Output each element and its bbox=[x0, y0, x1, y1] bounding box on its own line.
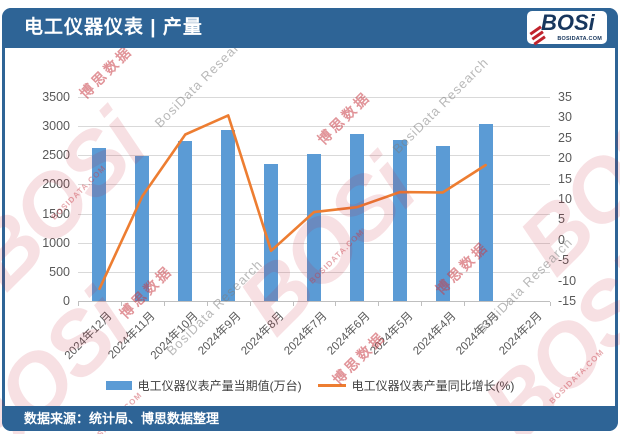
y-axis-left-label: 2500 bbox=[42, 148, 70, 163]
legend: 电工仪器仪表产量当期值(万台) 电工仪器仪表产量同比增长(%) bbox=[0, 377, 620, 394]
bar bbox=[349, 133, 364, 301]
y-axis-right-label: 10 bbox=[558, 192, 572, 206]
bar bbox=[92, 148, 107, 301]
bar bbox=[392, 140, 407, 301]
y-axis-left-label: 0 bbox=[63, 294, 70, 308]
x-axis-tick bbox=[206, 302, 208, 306]
legend-item-line: 电工仪器仪表产量同比增长(%) bbox=[317, 377, 515, 394]
y-axis-left-label: 1000 bbox=[42, 235, 70, 250]
bar bbox=[178, 141, 193, 301]
bar bbox=[435, 145, 450, 301]
y-axis-left-label: 2000 bbox=[42, 177, 70, 192]
x-axis-label: 2024年5月 bbox=[368, 310, 416, 358]
y-axis-right-label: 35 bbox=[558, 90, 572, 104]
footer-bar: 数据来源：统计局、博思数据整理 bbox=[2, 406, 618, 431]
x-axis-tick bbox=[550, 302, 551, 306]
y-axis-right-label: -10 bbox=[558, 273, 577, 288]
x-axis-tick bbox=[421, 302, 423, 306]
legend-line-swatch bbox=[317, 384, 346, 387]
x-axis-label: 2024年4月 bbox=[410, 310, 459, 358]
y-axis-right-label: 5 bbox=[558, 212, 565, 227]
trend-line-layer bbox=[98, 114, 487, 291]
bosi-logo: BOSi BOSIDATA.COM bbox=[527, 10, 607, 46]
legend-item-bar: 电工仪器仪表产量当期值(万台) bbox=[105, 377, 302, 394]
x-axis-tick bbox=[78, 302, 79, 306]
y-axis-right-label: 30 bbox=[558, 110, 572, 125]
x-axis-tick bbox=[378, 302, 380, 306]
trend-line bbox=[98, 114, 487, 291]
legend-bar-swatch bbox=[105, 381, 132, 390]
data-source-note: 数据来源：统计局、博思数据整理 bbox=[24, 411, 220, 426]
header-bar: 电工仪器仪表 | 产量 bbox=[2, 8, 618, 48]
y-axis-right-label: 20 bbox=[558, 151, 572, 166]
y-axis-right-label: -15 bbox=[558, 294, 577, 308]
gridline bbox=[78, 97, 550, 98]
legend-bar-label: 电工仪器仪表产量当期值(万台) bbox=[137, 379, 302, 393]
gridline bbox=[78, 126, 550, 128]
x-axis-tick bbox=[292, 302, 294, 306]
bar bbox=[264, 164, 279, 301]
x-axis-label: 2024年6月 bbox=[325, 310, 373, 358]
page-title: 电工仪器仪表 | 产量 bbox=[24, 17, 203, 38]
y-axis-right-label: 15 bbox=[558, 171, 572, 186]
bar bbox=[307, 154, 321, 301]
x-axis-tick bbox=[464, 302, 466, 306]
x-axis-label: 2024年7月 bbox=[282, 310, 330, 358]
x-axis-line bbox=[78, 301, 550, 302]
x-axis-tick bbox=[249, 302, 251, 306]
x-axis-tick bbox=[507, 302, 509, 306]
x-axis-tick bbox=[120, 302, 122, 306]
y-axis-left-label: 500 bbox=[49, 264, 70, 279]
x-axis-tick bbox=[335, 302, 337, 306]
y-axis-right-label: -5 bbox=[558, 253, 570, 268]
y-axis-left-label: 3000 bbox=[42, 119, 70, 134]
x-axis-label: 2024年3月 bbox=[453, 310, 502, 358]
y-axis-right-label: 25 bbox=[558, 130, 572, 145]
x-axis-tick bbox=[163, 302, 165, 306]
logo-site-url: BOSIDATA.COM bbox=[557, 36, 602, 42]
y-axis-left-label: 1500 bbox=[42, 206, 70, 221]
bar bbox=[221, 129, 236, 301]
x-axis-label: 2024年8月 bbox=[239, 310, 287, 358]
y-axis-right-label: 0 bbox=[558, 232, 565, 247]
logo-wordmark: BOSi bbox=[541, 10, 595, 35]
y-axis-left-label: 3500 bbox=[42, 90, 70, 104]
x-axis-label: 2024年2月 bbox=[496, 310, 545, 358]
legend-line-label: 电工仪器仪表产量同比增长(%) bbox=[351, 379, 515, 393]
x-axis-label: 2024年9月 bbox=[196, 310, 244, 358]
